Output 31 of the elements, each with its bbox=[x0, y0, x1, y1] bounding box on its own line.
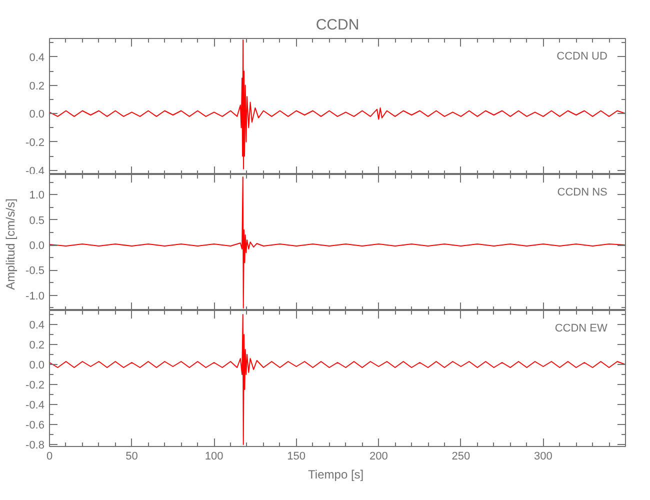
y-tick-label: -0.2 bbox=[26, 136, 45, 149]
y-tick-label: -0.8 bbox=[26, 440, 45, 452]
annotation: CCDN UD bbox=[556, 50, 608, 62]
x-tick-label: 250 bbox=[452, 450, 470, 462]
y-tick-label: 0.0 bbox=[29, 360, 45, 372]
x-tick-label: 50 bbox=[126, 450, 138, 462]
chart-title: CCDN bbox=[316, 16, 360, 34]
x-tick-label: 150 bbox=[287, 450, 306, 462]
y-tick-label: -0.5 bbox=[26, 265, 45, 278]
annotation: CCDN EW bbox=[554, 322, 608, 334]
y-tick-label: 0.2 bbox=[29, 340, 45, 352]
y-tick-label: 1.0 bbox=[29, 190, 45, 202]
y-tick-label: -0.6 bbox=[26, 420, 45, 432]
line-series bbox=[50, 314, 626, 445]
y-tick-label: -0.2 bbox=[26, 380, 45, 392]
y-tick-label: 0.2 bbox=[29, 80, 45, 92]
x-tick-label: 100 bbox=[204, 450, 224, 462]
annotation: CCDN NS bbox=[557, 186, 608, 198]
y-tick-label: -1.0 bbox=[26, 290, 45, 302]
y-tick-label: -0.4 bbox=[26, 400, 45, 412]
x-tick-label: 0 bbox=[46, 450, 53, 462]
y-tick-label: 0.5 bbox=[29, 214, 45, 227]
y-axis-title: Amplitud [cm/s/s] bbox=[4, 198, 18, 290]
y-tick-label: 0.4 bbox=[29, 52, 45, 64]
x-tick-label: 200 bbox=[369, 450, 388, 462]
x-tick-label: 300 bbox=[534, 450, 552, 462]
y-tick-label: 0.0 bbox=[29, 240, 45, 252]
y-tick-label: -0.4 bbox=[26, 165, 45, 178]
y-tick-label: 0.4 bbox=[29, 320, 45, 332]
y-tick-label: 0.0 bbox=[29, 108, 45, 121]
x-axis-title: Tiempo [s] bbox=[308, 468, 364, 482]
